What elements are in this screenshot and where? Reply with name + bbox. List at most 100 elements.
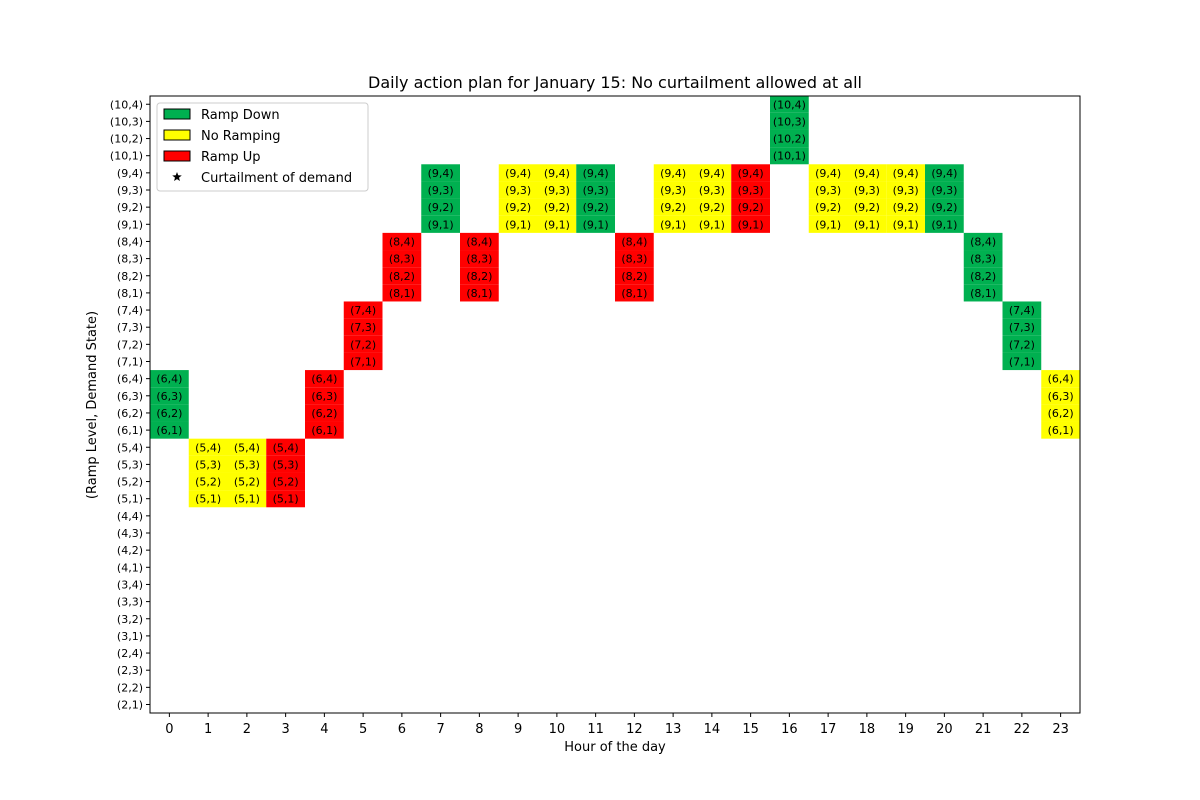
x-tick-label: 8 (475, 722, 483, 737)
plan-cell (963, 232, 1003, 251)
x-tick-label: 10 (549, 722, 566, 737)
x-tick-label: 17 (820, 722, 837, 737)
plan-cell-label: (9,1) (699, 218, 725, 231)
plan-cell (305, 387, 344, 405)
plan-cell (770, 129, 809, 148)
plan-cell (963, 284, 1003, 302)
y-axis-label: (Ramp Level, Demand State) (85, 311, 100, 499)
x-tick-label: 3 (281, 722, 289, 737)
y-tick-label: (9,3) (117, 184, 143, 197)
plan-cell-label: (6,3) (311, 390, 337, 403)
x-tick-label: 6 (398, 722, 406, 737)
y-tick-label: (6,3) (117, 390, 143, 403)
plan-cell-label: (9,1) (854, 218, 880, 231)
plan-cell-label: (8,1) (466, 287, 492, 300)
y-tick-label: (8,4) (117, 235, 143, 248)
plan-cell (150, 404, 189, 422)
plan-cell (150, 370, 189, 388)
x-axis-label: Hour of the day (564, 740, 666, 755)
plan-cell (460, 250, 499, 268)
plan-cell (343, 352, 383, 371)
x-tick-label: 12 (626, 722, 643, 737)
plan-cell-label: (6,1) (156, 424, 182, 437)
plan-cell (382, 250, 422, 268)
y-tick-label: (2,2) (117, 681, 143, 694)
plan-cell-label: (6,4) (156, 373, 182, 386)
plan-cell (1041, 421, 1080, 439)
plan-cell (886, 215, 925, 233)
plan-cell (498, 215, 538, 233)
legend-label: Ramp Down (201, 108, 280, 123)
x-tick-label: 11 (587, 722, 604, 737)
y-tick-label: (2,1) (117, 699, 143, 712)
y-tick-label: (3,3) (117, 596, 143, 609)
plan-cell-label: (8,4) (621, 235, 647, 248)
plan-cell (847, 215, 887, 233)
plan-cell (963, 267, 1003, 285)
plan-cell (886, 198, 925, 216)
plan-cell (266, 472, 305, 491)
plan-cell-label: (5,1) (234, 493, 260, 506)
plan-cell (653, 198, 693, 216)
plan-cell (692, 164, 732, 182)
chart-title: Daily action plan for January 15: No cur… (368, 73, 862, 92)
plan-cell (227, 455, 267, 473)
plan-cell-label: (5,4) (195, 441, 221, 454)
plan-cell-label: (8,2) (466, 270, 492, 283)
x-tick-label: 4 (320, 722, 328, 737)
y-tick-label: (4,1) (117, 561, 143, 574)
plan-cell (808, 215, 848, 233)
y-tick-label: (6,2) (117, 407, 143, 420)
plan-cell (1041, 387, 1080, 405)
y-tick-label: (5,2) (117, 476, 143, 489)
y-tick-label: (8,1) (117, 287, 143, 300)
plan-cell (266, 455, 305, 473)
legend-label: Curtailment of demand (201, 171, 352, 186)
legend-label: No Ramping (201, 129, 281, 144)
plan-cell (498, 198, 538, 216)
plan-cell (1002, 352, 1042, 371)
plan-cell-label: (9,1) (738, 218, 764, 231)
plan-cell-label: (7,2) (1009, 338, 1035, 351)
plan-cell (653, 215, 693, 233)
plan-cell-label: (6,4) (1048, 373, 1074, 386)
plan-cell-label: (9,4) (854, 167, 880, 180)
plan-cell-label: (8,1) (389, 287, 415, 300)
plan-cell (731, 198, 770, 216)
plan-cell-label: (9,1) (893, 218, 919, 231)
y-tick-label: (3,1) (117, 630, 143, 643)
x-tick-label: 20 (936, 722, 953, 737)
plan-cell-label: (9,2) (699, 201, 725, 214)
y-tick-label: (5,3) (117, 458, 143, 471)
x-tick-label: 19 (897, 722, 914, 737)
plan-cell-label: (9,4) (660, 167, 686, 180)
plan-cell (808, 164, 848, 182)
plan-cell (1041, 370, 1080, 388)
plan-cell-label: (8,3) (621, 253, 647, 266)
plan-cell (382, 232, 422, 251)
y-tick-label: (3,2) (117, 613, 143, 626)
plan-cell-label: (8,4) (466, 235, 492, 248)
y-tick-label: (10,2) (110, 133, 143, 146)
plan-cell-label: (5,3) (234, 458, 260, 471)
plan-cell (537, 198, 577, 216)
plan-cell-label: (9,2) (854, 201, 880, 214)
plan-cell (576, 215, 615, 233)
plan-cell-label: (5,2) (234, 476, 260, 489)
plan-cell-label: (8,1) (621, 287, 647, 300)
plan-cell (1041, 404, 1080, 422)
plan-cell-label: (9,4) (544, 167, 570, 180)
plan-cell (305, 404, 344, 422)
plan-cell (653, 181, 693, 199)
plan-cell-label: (9,3) (893, 184, 919, 197)
x-tick-label: 0 (165, 722, 173, 737)
y-tick-label: (4,3) (117, 527, 143, 540)
plan-cell (188, 455, 228, 473)
plan-cell (808, 181, 848, 199)
plan-cell-label: (6,2) (1048, 407, 1074, 420)
plan-cell-label: (6,3) (1048, 390, 1074, 403)
plan-cell (421, 198, 460, 216)
plan-cell (576, 164, 615, 182)
plan-cell (615, 284, 654, 302)
